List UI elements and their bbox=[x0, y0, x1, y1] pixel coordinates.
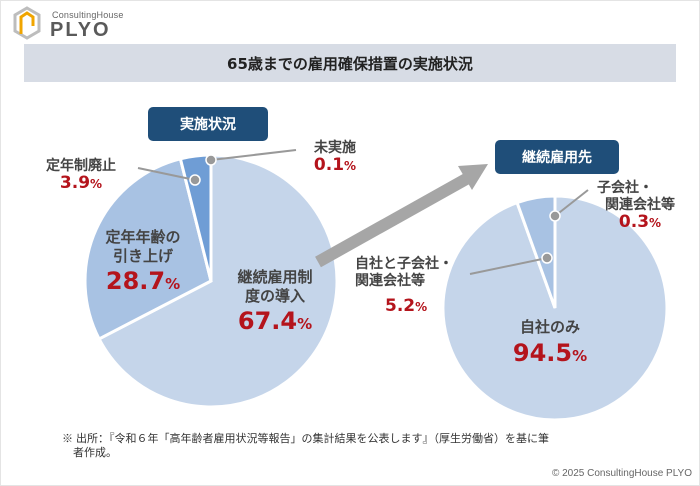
company-logo: ConsultingHouse PLYO bbox=[12, 6, 142, 41]
logo-subtitle: ConsultingHouse bbox=[52, 10, 124, 20]
pct-value: 67.4 bbox=[237, 307, 298, 335]
slice-continued-employment bbox=[97, 153, 339, 409]
leader-dot-icon bbox=[549, 210, 561, 222]
arrow-icon bbox=[315, 164, 488, 268]
pct-sign: % bbox=[165, 275, 181, 293]
label-text: 定年年齢の bbox=[105, 228, 181, 246]
label-text: 未実施 bbox=[314, 140, 356, 156]
slice-own-and-subsidiary bbox=[515, 194, 557, 309]
hexagon-logo-icon bbox=[13, 6, 41, 40]
right-pie-chart bbox=[441, 189, 669, 422]
right-chart-badge: 継続雇用先 bbox=[495, 140, 619, 174]
pct-value: 0.3 bbox=[618, 212, 650, 232]
page-title-bar: 65歳までの雇用確保措置の実施状況 bbox=[24, 44, 676, 82]
pct-value: 3.9 bbox=[59, 173, 91, 193]
label-text: 関連会社等 bbox=[355, 273, 425, 289]
label-text: 自社のみ bbox=[519, 318, 580, 336]
page-title: 65歳までの雇用確保措置の実施状況 bbox=[227, 54, 473, 73]
label-text: 度の導入 bbox=[244, 287, 305, 305]
label-not-implemented: 未実施 0.1% bbox=[300, 140, 370, 175]
label-abolish: 定年制廃止 3.9% bbox=[26, 158, 136, 193]
logo-wordmark: PLYO bbox=[50, 19, 111, 41]
source-note: ※ 出所：『令和６年「高年齢者雇用状況等報告」の集計結果を公表します』（厚生労働… bbox=[62, 432, 662, 460]
left-pie-chart bbox=[83, 149, 339, 409]
leader-dot-icon bbox=[541, 252, 553, 264]
pct-value: 5.2 bbox=[385, 296, 416, 316]
label-own-only: 自社のみ 94.5% bbox=[490, 318, 610, 372]
pct-sign: % bbox=[90, 177, 103, 191]
source-note-line: 者作成。 bbox=[62, 447, 117, 459]
pct-sign: % bbox=[344, 159, 357, 173]
pct-sign: % bbox=[297, 315, 313, 333]
leader-dot-icon bbox=[205, 154, 217, 166]
pct-value: 94.5 bbox=[512, 339, 573, 367]
label-own-and-subsidiary: 自社と子会社・ 関連会社等 5.2% bbox=[355, 256, 480, 316]
leader-dot-icon bbox=[189, 174, 201, 186]
label-continued-employment: 継続雇用制 度の導入 67.4% bbox=[220, 268, 330, 339]
pct-value: 28.7 bbox=[105, 267, 166, 295]
label-subsidiary: 子会社・ 関連会社等 0.3% bbox=[585, 180, 695, 232]
label-raise-age: 定年年齢の 引き上げ 28.7% bbox=[88, 228, 198, 299]
label-text: 子会社・ bbox=[597, 180, 653, 196]
pct-sign: % bbox=[572, 347, 588, 365]
copyright: © 2025 ConsultingHouse PLYO bbox=[551, 468, 692, 479]
slice-raise-retirement-age bbox=[83, 156, 213, 341]
label-text: 継続雇用制 bbox=[237, 268, 313, 286]
source-note-line: ※ 出所：『令和６年「高年齢者雇用状況等報告」の集計結果を公表します』（厚生労働… bbox=[62, 433, 550, 445]
label-text: 自社と子会社・ bbox=[355, 256, 453, 272]
pct-value: 0.1 bbox=[313, 155, 345, 175]
left-chart-badge: 実施状況 bbox=[148, 107, 268, 141]
label-text: 定年制廃止 bbox=[46, 158, 116, 174]
label-text: 引き上げ bbox=[112, 247, 173, 265]
pct-sign: % bbox=[649, 216, 662, 230]
label-text: 関連会社等 bbox=[605, 197, 675, 213]
pct-sign: % bbox=[415, 300, 428, 314]
